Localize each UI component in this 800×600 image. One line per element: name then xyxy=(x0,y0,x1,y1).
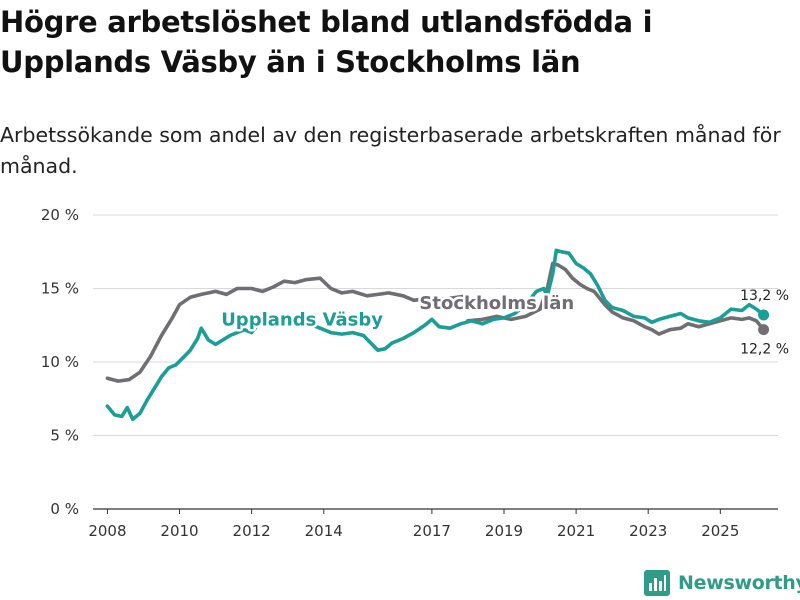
series-line-stockholms-lan xyxy=(105,261,766,383)
y-axis-ticks: 0 % 5 % 10 % 15 % 20 % xyxy=(41,206,79,518)
x-tick-label-2012: 2012 xyxy=(233,522,271,540)
x-axis: 2008 2010 2012 2014 2017 2019 2021 2023 2025 xyxy=(88,509,739,540)
brand-name: Newsworthy xyxy=(678,572,800,594)
x-tick-label-2010: 2010 xyxy=(160,522,198,540)
x-tick-label-2017: 2017 xyxy=(413,522,451,540)
line-chart: 0 %5 %10 %15 %20 % 2008 2010 2012 2014 2017 2… xyxy=(41,206,789,540)
chart-subtitle: Arbetssökande som andel av den registerb… xyxy=(0,123,781,178)
newsworthy-logo: Newsworthy xyxy=(644,567,800,599)
y-tick-label-15: 15 % xyxy=(41,280,79,298)
series-end-value-upplands-vasby: 13,2 % xyxy=(740,288,789,304)
series-end-point-upplands-vasby xyxy=(758,309,770,321)
y-tick-label-5: 5 % xyxy=(50,427,79,445)
y-tick-label-20: 20 % xyxy=(41,206,79,224)
bar-chart-logo-icon xyxy=(644,570,670,596)
x-tick-label-2014: 2014 xyxy=(305,522,343,540)
x-tick-label-2008: 2008 xyxy=(88,522,126,540)
x-tick-label-2023: 2023 xyxy=(629,522,667,540)
series-line-upplands-vasby xyxy=(105,248,766,422)
chart-title: Högre arbetslöshet bland utlandsfödda i … xyxy=(0,5,653,79)
y-tick-label-0: 0 % xyxy=(50,500,79,518)
series-label-upplands-vasby: Upplands Väsby xyxy=(221,309,383,330)
x-tick-label-2025: 2025 xyxy=(701,522,739,540)
series-end-value-stockholms-lan: 12,2 % xyxy=(740,342,789,358)
y-tick-label-10: 10 % xyxy=(41,353,79,371)
gridlines xyxy=(93,214,778,510)
x-tick-label-2021: 2021 xyxy=(557,522,595,540)
series-label-stockholms-lan: Stockholms län xyxy=(419,293,574,314)
series-end-point-stockholms-lan xyxy=(758,324,770,336)
series-labels: 12,2 % 13,2 % Upplands Väsby Stockholms län xyxy=(219,288,789,358)
series-lines xyxy=(105,248,770,422)
x-tick-label-2019: 2019 xyxy=(485,522,523,540)
